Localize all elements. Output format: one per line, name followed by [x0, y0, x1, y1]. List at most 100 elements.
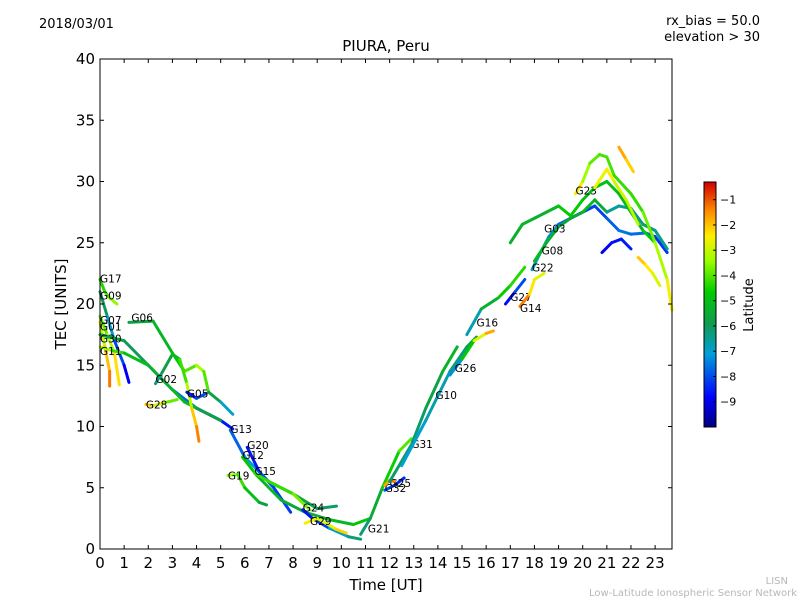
series-segment [629, 231, 647, 236]
series-g28: G28 [144, 398, 179, 412]
y-tick-label: 40 [76, 50, 95, 68]
series-segment [98, 278, 107, 294]
series-g32: G32 [383, 476, 406, 495]
series-segment [573, 180, 585, 196]
series-segment [643, 263, 655, 275]
series-segment [151, 319, 174, 355]
prn-label-g21: G21 [368, 523, 390, 535]
plot-frame [99, 58, 673, 550]
series-segment [465, 307, 483, 337]
series-segment [629, 192, 645, 214]
series-segment [653, 235, 669, 255]
prn-label-g06: G06 [131, 313, 153, 325]
colorbar-tick-label: −2 [720, 219, 736, 232]
series-segment [122, 339, 150, 367]
series-g23b [593, 167, 640, 226]
x-tick-label: 7 [264, 554, 274, 572]
series-segment [612, 173, 633, 196]
prn-label-g25: G25 [390, 478, 412, 490]
series-g03: G03 [508, 180, 657, 245]
series-segment [605, 155, 616, 177]
x-tick-label: 23 [646, 554, 665, 572]
series-segment [496, 284, 512, 300]
footer-brand: LISN [765, 576, 788, 587]
x-tick-label: 2 [143, 554, 153, 572]
series-segment [161, 352, 174, 373]
series-segment [472, 331, 488, 343]
series-segment [593, 204, 609, 220]
series-segment [110, 349, 126, 355]
y-tick-label: 30 [76, 173, 95, 191]
series-segment [303, 516, 319, 525]
series-segment [636, 255, 647, 267]
series-segment [617, 145, 628, 161]
prn-label-g05: G05 [187, 389, 209, 401]
colorbar-tick-label: −7 [720, 345, 736, 358]
series-segment [528, 278, 536, 296]
series-segment [605, 204, 621, 214]
series-g29: G29 [303, 516, 348, 535]
series-segment [122, 363, 131, 384]
prn-label-g01: G01 [100, 321, 122, 333]
series-g12: G12 [240, 450, 372, 526]
prn-label-g29: G29 [310, 516, 332, 528]
series-segment [359, 516, 372, 536]
prn-label-g07: G07 [100, 315, 122, 327]
x-tick-label: 3 [168, 554, 178, 572]
series-g25: G25 [383, 478, 412, 490]
x-tick-label: 5 [216, 554, 226, 572]
series-segment [112, 351, 121, 387]
series-segment [291, 492, 312, 512]
series-segment [195, 391, 208, 400]
series-segment [600, 241, 614, 255]
series-segment [569, 198, 585, 218]
footer-network-name: Low-Latitude Ionospheric Sensor Network [589, 588, 797, 599]
prn-label-g11: G11 [100, 346, 122, 358]
series-segment [380, 449, 401, 490]
prn-label-g13: G13 [230, 424, 252, 436]
series-segment [397, 437, 413, 453]
series-segment [544, 204, 561, 214]
series-segment [424, 369, 452, 422]
series-segment [185, 390, 199, 400]
series-segment [301, 508, 314, 520]
series-segment [303, 510, 331, 522]
series-segment [182, 363, 199, 373]
series-segment [383, 483, 396, 492]
series-g19: G19 [226, 471, 269, 507]
series-segment [170, 388, 186, 404]
series-segment [219, 418, 235, 431]
series-segment [279, 498, 307, 514]
series-segment [202, 369, 211, 394]
chart-title: PIURA, Peru [342, 37, 430, 55]
series-segment [195, 406, 223, 422]
series-g17: G17 [98, 274, 122, 306]
series-g02: G02 [154, 352, 201, 443]
x-tick-label: 9 [312, 554, 322, 572]
series-segment [327, 526, 351, 539]
elevation-label: elevation > 30 [664, 30, 760, 45]
series-g23: G23 [573, 153, 674, 312]
series-segment [532, 210, 548, 220]
prn-label-g22: G22 [532, 262, 554, 274]
y-tick-label: 10 [76, 418, 95, 436]
series-segment [557, 204, 573, 218]
series-g14: G14 [518, 271, 546, 315]
prn-label-g20: G20 [247, 440, 269, 452]
series-segment [190, 406, 199, 428]
series-segment [245, 445, 261, 474]
series-segment [409, 406, 428, 447]
series-segment [400, 418, 428, 468]
x-tick-label: 6 [240, 554, 250, 572]
series-segment [392, 476, 406, 487]
series-segment [226, 472, 240, 477]
series-g13: G13 [228, 424, 339, 511]
series-segment [593, 198, 609, 214]
series-segment [605, 167, 616, 183]
x-tick-label: 21 [597, 554, 616, 572]
x-tick-label: 18 [525, 554, 544, 572]
series-segment [479, 296, 500, 311]
x-tick-label: 15 [452, 554, 471, 572]
series-segment [228, 428, 247, 459]
series-segment [108, 296, 119, 306]
